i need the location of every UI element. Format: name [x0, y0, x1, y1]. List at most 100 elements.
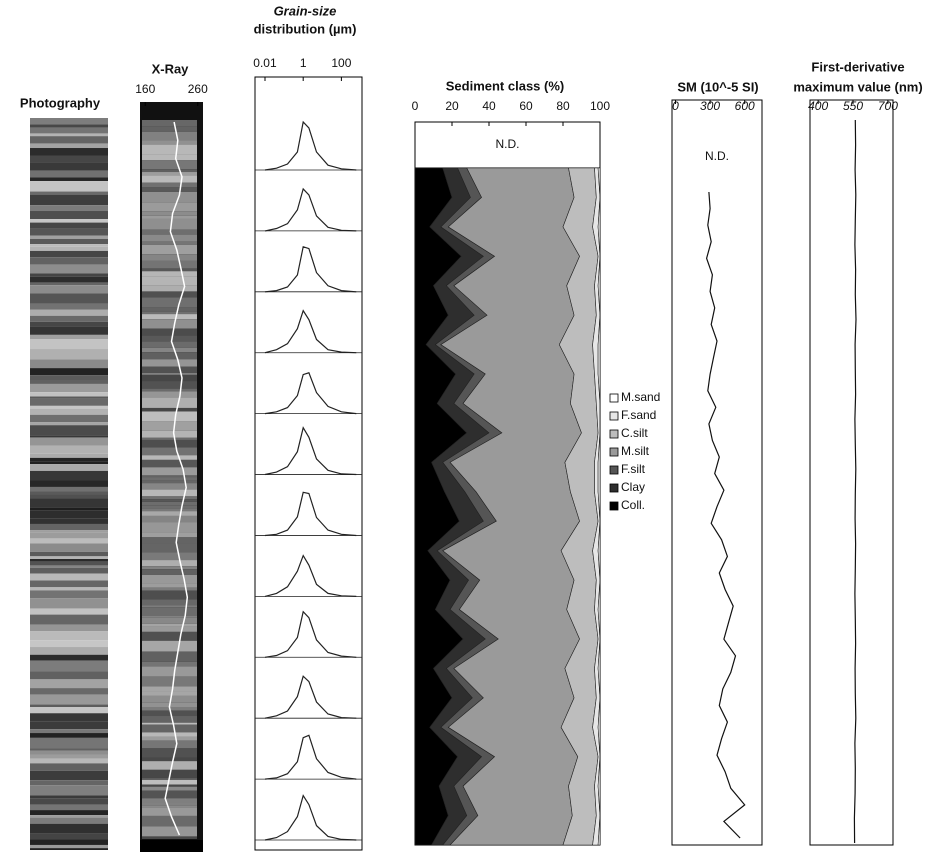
xray-band [142, 724, 197, 733]
photo-band [30, 538, 108, 544]
photo-band [30, 194, 108, 206]
xray-band [142, 826, 197, 837]
xray-band [142, 496, 197, 500]
size-curve [264, 610, 357, 658]
photo-band [30, 614, 108, 625]
xray-band [142, 522, 197, 533]
photo-band [30, 510, 108, 519]
x-tick-label: 0.01 [253, 56, 277, 70]
xray-band [142, 505, 197, 509]
xray-band [142, 421, 197, 431]
xray-band [142, 359, 197, 367]
photo-band [30, 733, 108, 738]
photo-band [30, 688, 108, 695]
xray-band [142, 241, 197, 245]
xray-band [142, 182, 197, 188]
photo-band [30, 235, 108, 239]
photo-band [30, 729, 108, 734]
xray-band [142, 552, 197, 561]
xray-band [142, 244, 197, 255]
photo-band [30, 315, 108, 322]
xray-band [142, 430, 197, 438]
x-tick-label: 60 [519, 99, 533, 113]
xray-band [142, 154, 197, 161]
xray-band [142, 455, 197, 460]
xray-band [142, 314, 197, 320]
panel-title: Grain-size [274, 3, 337, 18]
xray-band [142, 695, 197, 703]
photo-band [30, 551, 108, 557]
xray-band [142, 599, 197, 606]
photo-band [30, 671, 108, 680]
photo-band [30, 839, 108, 845]
xray-band [142, 666, 197, 677]
photo-band [30, 191, 108, 195]
xray-band [142, 447, 197, 456]
xray-band [142, 676, 197, 687]
xray-band [142, 291, 197, 298]
xray-band [142, 467, 197, 476]
data-line [164, 121, 189, 836]
photo-band [30, 798, 108, 805]
x-tick-label: 20 [445, 99, 459, 113]
photo-band [30, 321, 108, 327]
photo-band [30, 660, 108, 672]
xray-band [142, 716, 197, 723]
photo-band [30, 704, 108, 708]
xray-band [142, 126, 197, 132]
xray-band [142, 607, 197, 616]
xray-band [142, 229, 197, 235]
photo-band [30, 127, 108, 134]
photo-band [30, 309, 108, 316]
xray-band [142, 543, 197, 553]
photo-band [30, 721, 108, 730]
xray-band [142, 722, 197, 725]
photo-band [30, 375, 108, 381]
xray-band [142, 784, 197, 787]
legend-swatch [609, 447, 619, 457]
photo-band [30, 143, 108, 149]
xray-band [142, 388, 197, 392]
photo-band [30, 543, 108, 552]
legend-swatch [609, 483, 619, 493]
xray-band [142, 439, 197, 448]
xray-band [142, 661, 197, 667]
xray-band [142, 131, 197, 141]
photo-band [30, 810, 108, 816]
photo-band [30, 422, 108, 426]
photo-band [30, 383, 108, 393]
xray-band [142, 489, 197, 497]
xray-band [142, 328, 197, 336]
x-tick-label: 100 [590, 99, 610, 113]
photo-band [30, 238, 108, 245]
photo-band [30, 624, 108, 632]
photo-band [30, 470, 108, 481]
xray-band [142, 411, 197, 422]
photo-band [30, 758, 108, 764]
photo-band [30, 133, 108, 137]
photo-band [30, 486, 108, 492]
xray-band [142, 397, 197, 408]
legend-label: C.silt [621, 426, 648, 440]
legend-label: Clay [621, 480, 645, 494]
photo-band [30, 461, 108, 465]
xray-band [142, 566, 197, 570]
xray-band [142, 761, 197, 770]
panel-subtitle: maximum value (nm) [793, 79, 922, 94]
photo-band [30, 754, 108, 759]
x-tick-label: 80 [556, 99, 570, 113]
photo-band [30, 580, 108, 588]
legend-label: F.silt [621, 462, 646, 476]
photo-band [30, 590, 108, 599]
legend-label: Coll. [621, 498, 645, 512]
photo-band [30, 414, 108, 423]
panel-frame [809, 99, 894, 846]
photo-band [30, 246, 108, 251]
photo-band [30, 219, 108, 223]
panel-title: First-derivative [811, 59, 904, 74]
data-line [705, 191, 746, 839]
photo-band [30, 679, 108, 689]
annotation: N.D. [705, 149, 729, 163]
photo-band [30, 815, 108, 818]
